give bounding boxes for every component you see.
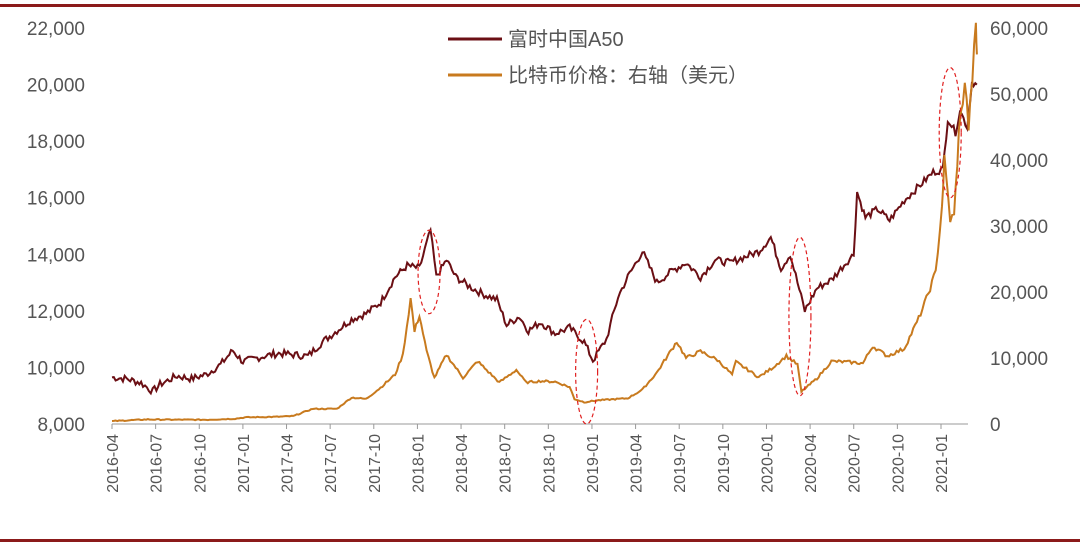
top-rule: [0, 4, 1080, 7]
x-tick-label: 2016-04: [105, 434, 122, 493]
y-left-tick-label: 22,000: [27, 19, 85, 40]
dashed-ellipse-annotation: [575, 318, 599, 425]
y-right-tick-label: 60,000: [990, 19, 1048, 40]
x-tick-label: 2016-07: [149, 434, 166, 493]
y-left-tick-label: 12,000: [27, 302, 85, 323]
x-tick-label: 2017-10: [367, 434, 384, 493]
y-left-tick-label: 18,000: [27, 132, 85, 153]
dashed-ellipse-annotation: [417, 229, 441, 315]
x-tick-label: 2018-10: [541, 434, 558, 493]
x-tick-label: 2016-10: [192, 434, 209, 493]
y-right-tick-label: 0: [990, 415, 1001, 436]
y-right-tick-label: 40,000: [990, 151, 1048, 172]
x-tick-label: 2018-04: [454, 434, 471, 493]
legend-label: 比特币价格：右轴（美元）: [508, 64, 748, 87]
y-right-tick-label: 10,000: [990, 349, 1048, 370]
x-tick-label: 2020-04: [803, 434, 820, 493]
y-left-tick-label: 8,000: [37, 415, 85, 436]
y-left-tick-label: 10,000: [27, 358, 85, 379]
x-tick-label: 2019-04: [629, 434, 646, 493]
x-tick-label: 2019-10: [716, 434, 733, 493]
bottom-rule: [0, 539, 1080, 542]
x-tick-label: 2018-07: [498, 434, 515, 493]
x-tick-label: 2017-01: [236, 434, 253, 493]
x-tick-label: 2018-01: [410, 434, 427, 493]
dashed-ellipse-annotation: [938, 67, 962, 199]
x-tick-label: 2020-07: [847, 434, 864, 493]
bitcoin-price-line: [111, 22, 978, 423]
y-right-tick-label: 20,000: [990, 283, 1048, 304]
y-right-tick-label: 50,000: [990, 85, 1048, 106]
legend-label: 富时中国A50: [508, 28, 624, 51]
x-tick-label: 2020-01: [759, 434, 776, 493]
x-tick-label: 2021-01: [934, 434, 951, 493]
y-left-tick-label: 14,000: [27, 245, 85, 266]
y-left-tick-label: 16,000: [27, 189, 85, 210]
x-tick-label: 2020-10: [890, 434, 907, 493]
a50-index-line: [111, 81, 978, 396]
x-tick-label: 2017-07: [323, 434, 340, 493]
y-right-tick-label: 30,000: [990, 217, 1048, 238]
y-left-tick-label: 20,000: [27, 76, 85, 97]
dashed-ellipse-annotation: [788, 236, 812, 397]
x-tick-label: 2017-04: [280, 434, 297, 493]
x-tick-label: 2019-01: [585, 434, 602, 493]
x-tick-label: 2019-07: [672, 434, 689, 493]
